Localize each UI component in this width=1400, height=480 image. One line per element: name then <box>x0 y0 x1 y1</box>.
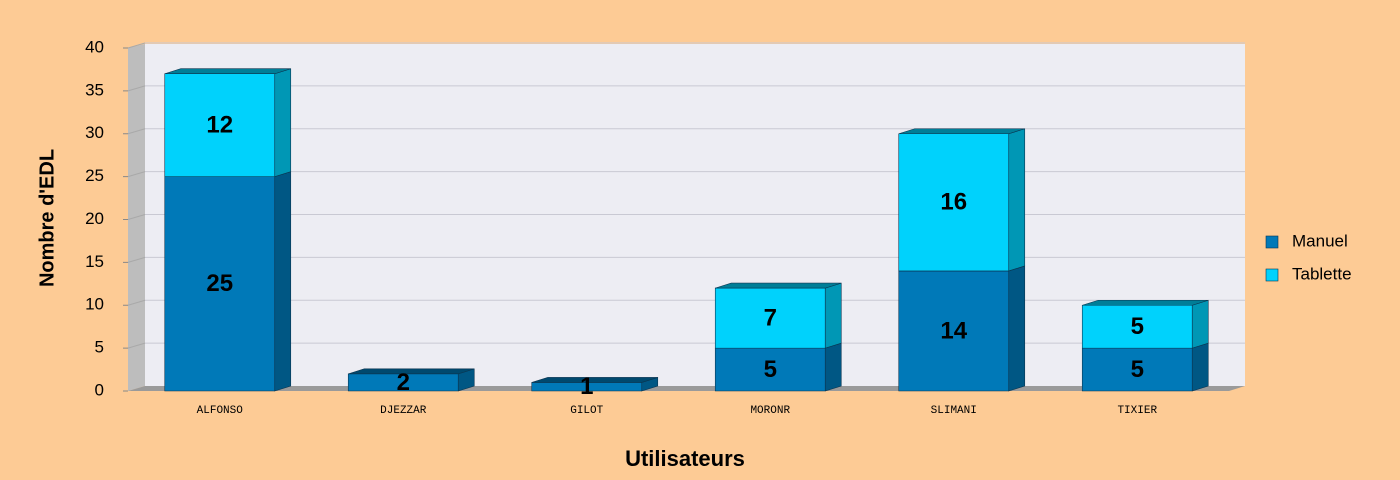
y-tick-label: 10 <box>85 295 104 314</box>
bar-segment <box>164 68 292 178</box>
bar-segment <box>714 282 842 349</box>
x-axis-title: Utilisateurs <box>625 446 745 471</box>
value-label: 14 <box>940 317 967 344</box>
x-tick-label: MORONR <box>750 405 790 417</box>
y-tick-label: 20 <box>85 209 104 228</box>
value-label: 25 <box>206 270 233 297</box>
value-label: 5 <box>764 356 777 383</box>
bar-top <box>1082 299 1209 306</box>
y-tick-label: 25 <box>85 166 104 185</box>
bar-top <box>715 282 842 289</box>
grid-line-side <box>127 299 146 306</box>
legend-swatch <box>1265 268 1279 282</box>
bar-segment <box>1081 342 1209 392</box>
x-tick-label: ALFONSO <box>197 405 244 417</box>
bar-segment <box>531 377 659 392</box>
value-label: 5 <box>1131 313 1144 340</box>
grid-line-side <box>127 214 146 220</box>
bar-side <box>824 342 842 392</box>
value-label: 5 <box>1131 356 1144 383</box>
bar-segment <box>1081 299 1209 349</box>
legend-label: Manuel <box>1292 231 1348 250</box>
value-label: 7 <box>764 304 777 331</box>
grid-line-side <box>127 85 146 92</box>
x-tick-label: GILOT <box>570 405 603 417</box>
value-label: 12 <box>206 112 233 139</box>
grid-line-side <box>127 42 146 49</box>
floor <box>128 386 1245 391</box>
bar-side <box>274 171 292 392</box>
bar-segment <box>898 265 1026 392</box>
y-tick-label: 40 <box>85 37 104 56</box>
value-label: 2 <box>397 369 410 396</box>
legend-label: Tablette <box>1292 264 1352 283</box>
bar-top <box>164 68 291 75</box>
y-tick-label: 0 <box>95 380 104 399</box>
bar-side <box>1191 299 1209 349</box>
grid-line-side <box>127 256 146 263</box>
x-tick-label: TIXIER <box>1117 405 1157 417</box>
value-label: 1 <box>580 373 593 400</box>
bar-segment <box>347 368 475 392</box>
y-tick-label: 15 <box>85 252 104 271</box>
y-tick-label: 5 <box>95 338 104 357</box>
y-tick-label: 35 <box>85 80 104 99</box>
bar-side <box>1008 128 1026 272</box>
bar-segment <box>898 128 1026 272</box>
bar-side <box>274 68 292 178</box>
grid-line-side <box>127 128 146 135</box>
legend-swatch <box>1265 235 1279 249</box>
x-tick-label: SLIMANI <box>931 405 977 417</box>
bar-side <box>1191 342 1209 392</box>
y-tick-label: 30 <box>85 123 104 142</box>
y-axis-title: Nombre d'EDL <box>36 149 58 287</box>
bar-top <box>531 377 658 383</box>
value-label: 16 <box>940 189 967 216</box>
bar-top <box>898 128 1025 135</box>
bar-side <box>824 282 842 349</box>
bar-side <box>1008 265 1026 392</box>
grid-line-side <box>127 342 146 349</box>
bar-segment <box>714 342 842 392</box>
grid-line-side <box>127 171 146 178</box>
bar-top <box>348 368 475 375</box>
x-tick-label: DJEZZAR <box>380 405 427 417</box>
